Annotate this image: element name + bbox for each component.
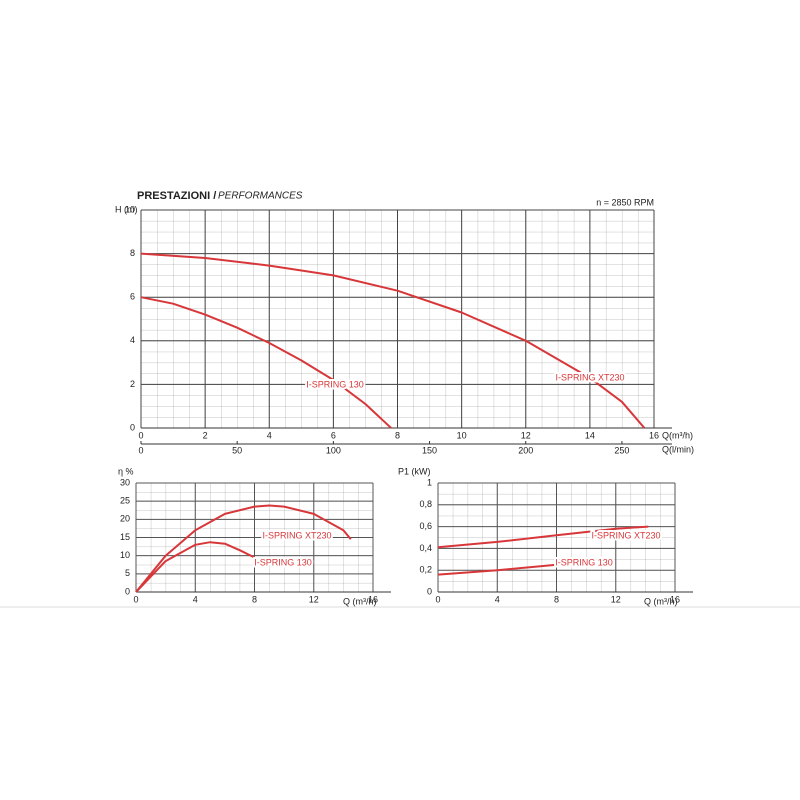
x-tick-label: 12 xyxy=(521,430,531,440)
y-axis-label: P1 (kW) xyxy=(398,466,431,476)
series-line xyxy=(140,296,392,429)
x-tick-label: 4 xyxy=(495,594,500,604)
y-tick-label: 0,4 xyxy=(419,543,432,553)
y-tick-label: 10 xyxy=(125,204,135,214)
series-line xyxy=(135,504,352,593)
y-tick-label: 0 xyxy=(125,586,130,596)
chart-title: PRESTAZIONI / xyxy=(137,190,216,202)
x2-tick-label: 200 xyxy=(518,445,533,455)
series-label: I-SPRING 130 xyxy=(555,557,613,567)
series-line xyxy=(437,563,557,576)
series-line xyxy=(437,525,649,549)
y-tick-label: 20 xyxy=(120,514,130,524)
x2-tick-label: 250 xyxy=(614,445,629,455)
series-line xyxy=(135,541,255,593)
x-tick-label: 16 xyxy=(649,430,659,440)
y-tick-label: 30 xyxy=(120,477,130,487)
x-tick-label: 0 xyxy=(138,430,143,440)
x-tick-label: 8 xyxy=(395,430,400,440)
y-tick-label: 0,8 xyxy=(419,499,432,509)
y-tick-label: 5 xyxy=(125,568,130,578)
x-axis-label: Q (m³/h) xyxy=(644,596,678,606)
y-axis-label: H (m) xyxy=(115,204,138,214)
annotation: n = 2850 RPM xyxy=(596,197,654,207)
x-tick-label: 12 xyxy=(309,594,319,604)
x-tick-label: 12 xyxy=(611,594,621,604)
x-axis-label: Q(m³/h) xyxy=(662,430,693,440)
x-tick-label: 8 xyxy=(252,594,257,604)
y-tick-label: 15 xyxy=(120,532,130,542)
x-tick-label: 0 xyxy=(435,594,440,604)
y-tick-label: 25 xyxy=(120,496,130,506)
x-tick-label: 16 xyxy=(670,594,680,604)
x-tick-label: 4 xyxy=(193,594,198,604)
series-label: I-SPRING 130 xyxy=(306,379,364,389)
x-axis-label: Q (m³/h) xyxy=(343,596,377,606)
y-tick-label: 1 xyxy=(427,477,432,487)
x-tick-label: 0 xyxy=(133,594,138,604)
x-tick-label: 8 xyxy=(554,594,559,604)
y-tick-label: 10 xyxy=(120,550,130,560)
y-tick-label: 8 xyxy=(130,248,135,258)
series-label: I-SPRING XT230 xyxy=(555,372,624,382)
y-tick-label: 6 xyxy=(130,292,135,302)
series-label: I-SPRING 130 xyxy=(254,557,312,567)
y-tick-label: 0,6 xyxy=(419,521,432,531)
x-tick-label: 14 xyxy=(585,430,595,440)
separator xyxy=(0,606,800,608)
x-tick-label: 10 xyxy=(457,430,467,440)
x-tick-label: 16 xyxy=(368,594,378,604)
y-axis-label: η % xyxy=(118,466,134,476)
x2-tick-label: 150 xyxy=(422,445,437,455)
y-tick-label: 0,2 xyxy=(419,565,432,575)
series-label: I-SPRING XT230 xyxy=(591,530,660,540)
x2-axis-label: Q(l/min) xyxy=(662,444,694,454)
y-tick-label: 4 xyxy=(130,335,135,345)
x-tick-label: 6 xyxy=(331,430,336,440)
chart-title-en: PERFORMANCES xyxy=(218,191,303,202)
x-tick-label: 4 xyxy=(267,430,272,440)
y-tick-label: 0 xyxy=(427,586,432,596)
x2-tick-label: 0 xyxy=(138,445,143,455)
x2-tick-label: 100 xyxy=(326,445,341,455)
x2-tick-label: 50 xyxy=(232,445,242,455)
series-label: I-SPRING XT230 xyxy=(262,530,331,540)
y-tick-label: 0 xyxy=(130,422,135,432)
x-tick-label: 2 xyxy=(203,430,208,440)
y-tick-label: 2 xyxy=(130,379,135,389)
series-line xyxy=(140,252,646,429)
